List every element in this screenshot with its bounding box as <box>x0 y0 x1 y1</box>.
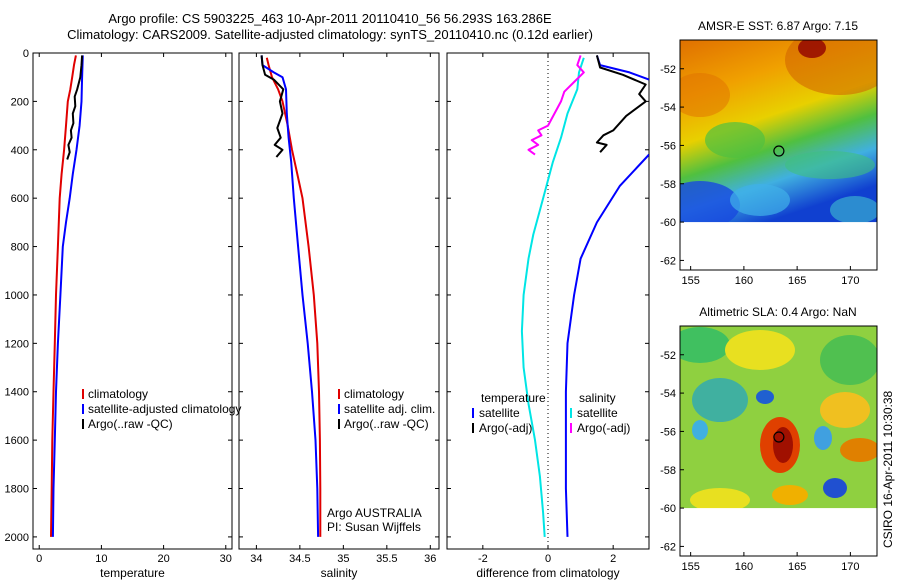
sst-map-panel: AMSR-E SST: 6.87 Argo: 7.15 155 160 165 170… <box>660 19 878 287</box>
argo-float-marker <box>773 431 785 443</box>
map-y-tick-label: -60 <box>660 217 676 229</box>
difference-series-satellite-line <box>564 153 649 537</box>
map-y-tick-label: -54 <box>660 102 676 114</box>
salinity-series-climatology-line <box>265 57 322 537</box>
sla-map-panel: Altimetric SLA: 0.4 Argo: NaN 155 160 165 1… <box>660 305 878 573</box>
y-tick-label: 1600 <box>5 435 29 447</box>
x-tick-label: 0 <box>36 553 42 565</box>
legend-entry: satellite <box>577 406 618 420</box>
y-tick-label: 800 <box>11 242 29 254</box>
map-y-tick-label: -54 <box>660 388 676 400</box>
sst-map-title: AMSR-E SST: 6.87 Argo: 7.15 <box>698 19 858 33</box>
legend-entry: satellite-adjusted climatology <box>88 402 241 416</box>
x-tick-label: 20 <box>157 553 169 565</box>
legend-group-heading: temperature <box>481 391 546 405</box>
map-x-tick-label: 165 <box>788 561 806 573</box>
x-tick-label: 10 <box>95 553 107 565</box>
map-y-tick-label: -56 <box>660 140 676 152</box>
salinity-frame <box>238 52 440 550</box>
y-tick-label: 0 <box>23 48 29 60</box>
institution-annotation: Argo AUSTRALIA <box>327 506 422 520</box>
legend-entry: Argo(..raw -QC) <box>88 417 173 431</box>
y-tick-label: 600 <box>11 193 29 205</box>
temperature-xlabel: temperature <box>100 566 165 580</box>
map-x-tick-label: 155 <box>681 561 699 573</box>
sla-map-axes: 155 160 165 170 -52 -54 -56 -58 -60 -62 <box>660 325 878 573</box>
argo-float-marker <box>773 145 785 157</box>
map-y-tick-label: -60 <box>660 503 676 515</box>
map-x-tick-label: 170 <box>841 275 859 287</box>
map-frame <box>679 325 878 557</box>
x-tick-label: 36 <box>424 553 436 565</box>
x-tick-label: 2 <box>610 553 616 565</box>
difference-xlabel: difference from climatology <box>476 566 619 580</box>
difference-series-satellite-line <box>595 55 649 81</box>
map-x-tick-label: 170 <box>841 561 859 573</box>
y-tick-label: 1200 <box>5 338 29 350</box>
map-x-tick-label: 165 <box>788 275 806 287</box>
sst-map-axes: 155 160 165 170 -52 -54 -56 -58 -60 -62 <box>660 39 878 287</box>
salinity-xlabel: salinity <box>321 566 358 580</box>
temperature-series-argo-raw-qc--line <box>66 55 84 160</box>
sla-map-title: Altimetric SLA: 0.4 Argo: NaN <box>699 305 856 319</box>
y-tick-label: 1400 <box>5 387 29 399</box>
map-y-tick-label: -58 <box>660 465 676 477</box>
x-tick-label: 35 <box>337 553 349 565</box>
legend-entry: Argo(-adj) <box>577 421 630 435</box>
footer-timestamp: CSIRO 16-Apr-2011 10:30:38 <box>881 390 895 548</box>
difference-series-argo-adj--line <box>527 55 585 156</box>
profile-panels: 0 10 20 30020040060080010001200140016001800… <box>5 48 650 580</box>
sst-map-field <box>680 40 877 228</box>
x-tick-label: 34 <box>250 553 262 565</box>
salinity-series-argo-raw-qc--line <box>260 55 285 158</box>
map-y-tick-label: -56 <box>660 426 676 438</box>
sla-map-field <box>680 326 877 514</box>
difference-series-argo-adj--line <box>595 55 647 153</box>
y-tick-label: 200 <box>11 96 29 108</box>
map-x-tick-label: 160 <box>735 561 753 573</box>
legend-entry: satellite adj. clim. <box>344 402 435 416</box>
figure-title-line1: Argo profile: CS 5903225_463 10-Apr-2011… <box>108 11 552 26</box>
difference-series-satellite-line <box>520 57 585 537</box>
map-y-tick-label: -62 <box>660 541 676 553</box>
legend-group-heading: salinity <box>579 391 616 405</box>
x-tick-label: 0 <box>545 553 551 565</box>
y-tick-label: 1800 <box>5 484 29 496</box>
x-tick-label: 34.5 <box>289 553 310 565</box>
temperature-series-satellite-adjusted-climatology-line <box>51 55 84 537</box>
y-tick-label: 2000 <box>5 532 29 544</box>
salinity-series-satellite-adj-clim--line <box>260 55 320 537</box>
temperature-frame <box>32 52 233 550</box>
legend-entry: climatology <box>344 387 404 401</box>
legend-entry: climatology <box>88 387 148 401</box>
x-tick-label: 30 <box>220 553 232 565</box>
temperature-series-climatology-line <box>50 55 77 537</box>
salinity-panel: 34 34.5 35 35.5 36 salinity climatologysatelli… <box>238 52 440 580</box>
temperature-panel: 0 10 20 30 0 200 400 600 800 1000 1200 1400 1600 1800… <box>5 48 242 580</box>
map-frame <box>679 39 878 271</box>
x-tick-label: -2 <box>478 553 488 565</box>
map-no-data-area <box>680 222 877 270</box>
y-tick-label: 1000 <box>5 290 29 302</box>
legend-entry: Argo(-adj) <box>479 421 532 435</box>
map-y-tick-label: -62 <box>660 255 676 267</box>
map-y-tick-label: -52 <box>660 350 676 362</box>
legend-entry: satellite <box>479 406 520 420</box>
map-y-tick-label: -52 <box>660 64 676 76</box>
map-x-tick-label: 155 <box>681 275 699 287</box>
x-tick-label: 35.5 <box>376 553 397 565</box>
map-y-tick-label: -58 <box>660 179 676 191</box>
map-no-data-area <box>680 508 877 556</box>
y-tick-label: 400 <box>11 145 29 157</box>
institution-annotation: PI: Susan Wijffels <box>327 520 421 534</box>
legend-entry: Argo(..raw -QC) <box>344 417 429 431</box>
figure-title-line2: Climatology: CARS2009. Satellite-adjuste… <box>67 27 593 42</box>
map-x-tick-label: 160 <box>735 275 753 287</box>
